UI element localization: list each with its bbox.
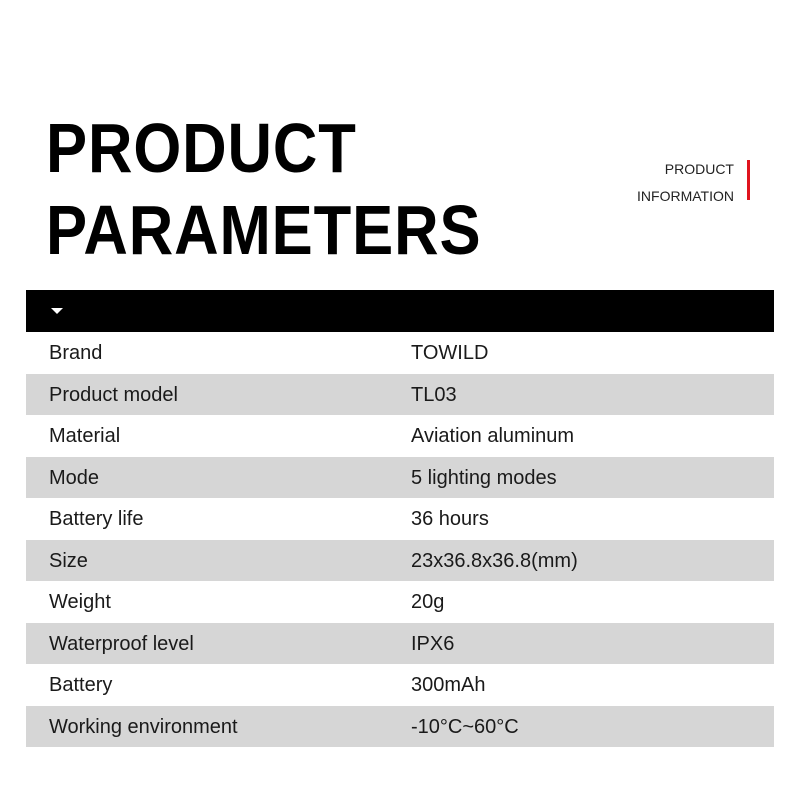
table-row: Weight 20g [26, 581, 774, 623]
table-row: Battery 300mAh [26, 664, 774, 706]
row-value: TOWILD [411, 342, 489, 364]
row-value: IPX6 [411, 632, 455, 655]
row-label: Material [49, 425, 121, 447]
row-label: Mode [49, 466, 100, 489]
row-value: 36 hours [411, 508, 489, 530]
side-label-line2: INFORMATION [637, 188, 734, 204]
row-label: Working environment [49, 715, 238, 738]
page-title-line1: PRODUCT [46, 109, 357, 187]
accent-bar [747, 160, 750, 200]
table-row: Working environment -10°C~60°C [26, 705, 774, 747]
table-row: Product model TL03 [26, 373, 774, 415]
table-row: Waterproof level IPX6 [26, 622, 774, 664]
row-label: Brand [49, 342, 103, 364]
table-row: Material Aviation aluminum [26, 415, 774, 457]
side-label-line1: PRODUCT [664, 161, 734, 177]
side-label: PRODUCT INFORMATION [637, 156, 734, 210]
page-title-line2: PARAMETERS [46, 191, 482, 269]
row-value: Aviation aluminum [411, 425, 575, 447]
row-value: TL03 [411, 383, 457, 406]
row-label: Weight [49, 591, 111, 613]
row-label: Size [49, 549, 88, 572]
row-value: 20g [411, 591, 445, 613]
row-label: Product model [49, 383, 178, 406]
row-label: Battery life [49, 508, 144, 530]
table-row: Brand TOWILD [26, 332, 774, 374]
row-label: Battery [49, 674, 113, 696]
table-row: Size 23x36.8x36.8(mm) [26, 539, 774, 581]
triangle-down-icon [51, 308, 63, 314]
row-value: 23x36.8x36.8(mm) [411, 549, 578, 572]
parameters-table: Brand TOWILD Product model TL03 Material Avia… [26, 332, 774, 747]
row-value: 5 lighting modes [411, 466, 557, 489]
table-row: Battery life 36 hours [26, 498, 774, 540]
row-value: 300mAh [411, 674, 486, 696]
row-label: Waterproof level [49, 632, 194, 655]
table-row: Mode 5 lighting modes [26, 456, 774, 498]
row-value: -10°C~60°C [411, 715, 519, 738]
table-header-bar [26, 290, 774, 332]
